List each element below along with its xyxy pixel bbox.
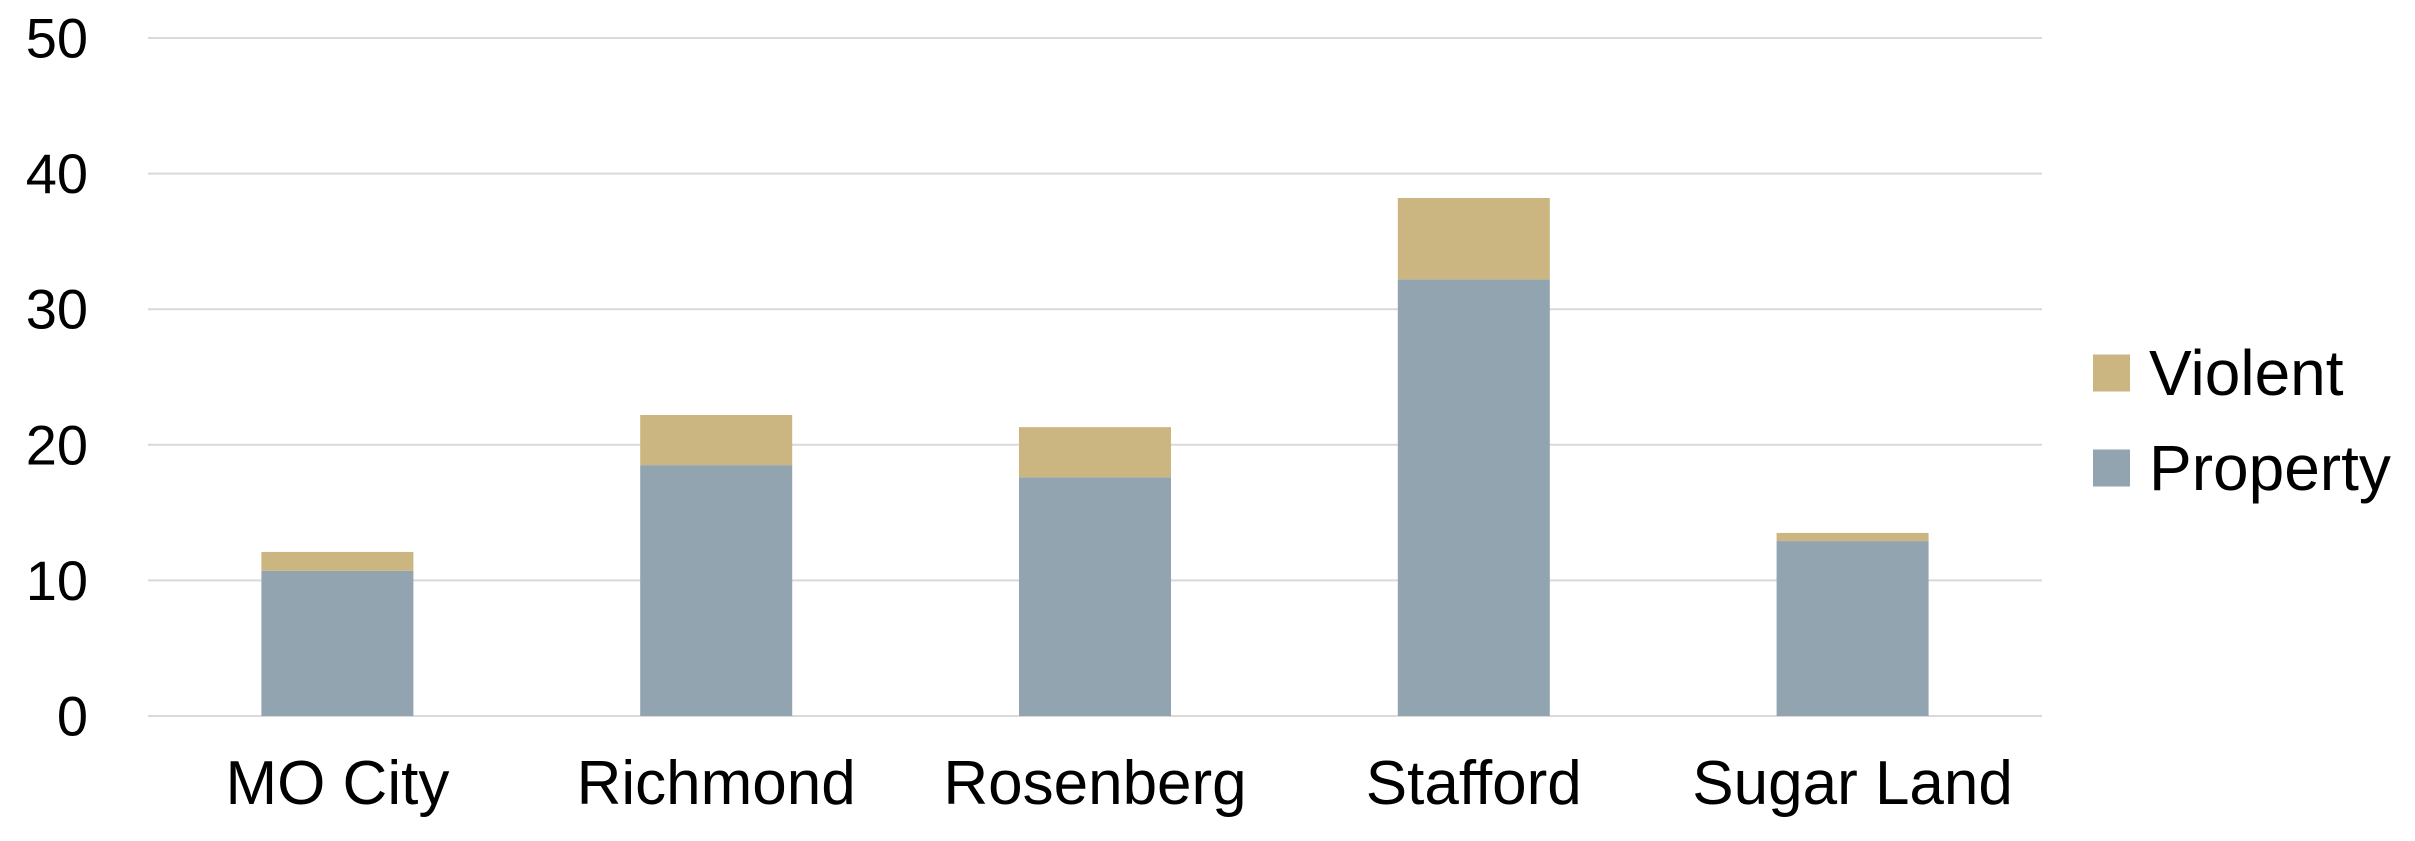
bar-property-mo-city	[261, 570, 414, 716]
y-tick-label: 30	[26, 278, 88, 341]
y-tick-label: 10	[26, 549, 88, 612]
x-category-label: Rosenberg	[943, 749, 1246, 818]
x-category-label: MO City	[225, 749, 449, 818]
y-tick-label: 20	[26, 413, 88, 476]
x-category-label: Richmond	[577, 749, 856, 818]
x-axis-labels: MO City Richmond Rosenberg Stafford Sugar La…	[225, 749, 2012, 818]
bar-property-stafford	[1397, 279, 1550, 716]
bars	[261, 198, 1929, 716]
bar-violent-rosenberg	[1019, 427, 1171, 478]
bar-property-richmond	[640, 465, 793, 716]
y-axis-ticks: 0 10 20 30 40 50	[26, 7, 88, 748]
legend-label-property: Property	[2149, 432, 2391, 504]
bar-violent-richmond	[640, 414, 793, 466]
y-tick-label: 40	[26, 142, 88, 205]
bar-violent-mo-city	[261, 551, 414, 571]
bar-property-sugar-land	[1776, 541, 1929, 716]
x-category-label: Stafford	[1366, 749, 1582, 818]
legend-label-violent: Violent	[2149, 337, 2344, 409]
bar-property-rosenberg	[1019, 477, 1171, 716]
bar-violent-sugar-land	[1776, 532, 1929, 542]
y-tick-label: 50	[26, 7, 88, 70]
y-tick-label: 0	[57, 685, 88, 748]
x-category-label: Sugar Land	[1692, 749, 2013, 818]
legend: Violent Property	[2093, 337, 2391, 504]
legend-swatch-violent	[2093, 354, 2130, 392]
legend-swatch-property	[2093, 449, 2130, 487]
bar-violent-stafford	[1397, 198, 1550, 280]
